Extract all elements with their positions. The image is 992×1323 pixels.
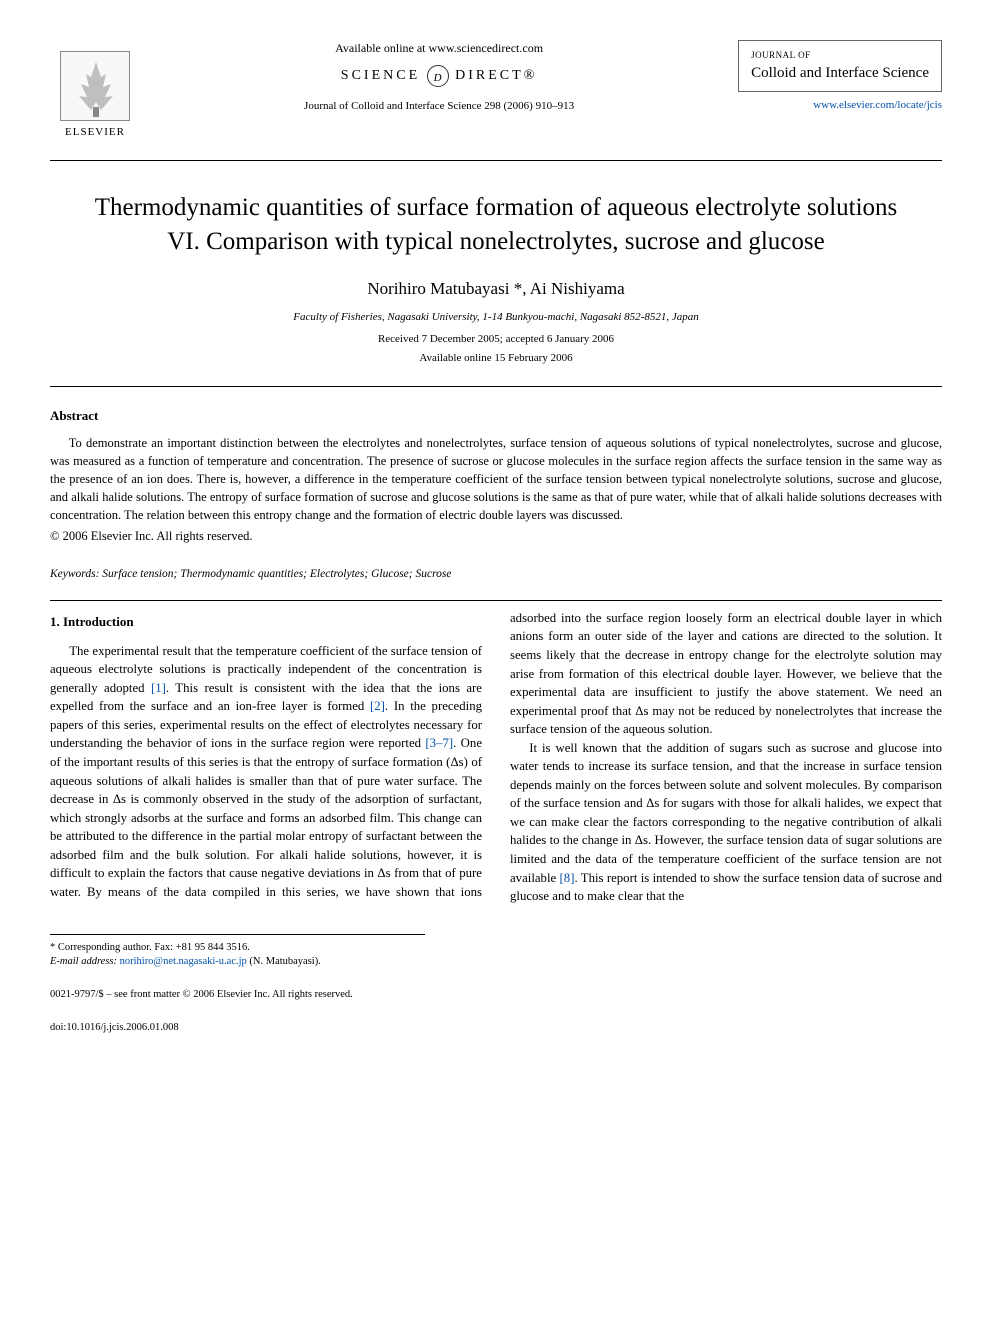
journal-box-small: JOURNAL OF (751, 49, 929, 62)
online-date: Available online 15 February 2006 (50, 351, 942, 366)
email-line: E-mail address: norihiro@net.nagasaki-u.… (50, 955, 425, 970)
sd-right: DIRECT® (455, 68, 537, 83)
abstract-divider (50, 600, 942, 601)
p1d: . One of the important results of this s… (50, 736, 482, 880)
received-date: Received 7 December 2005; accepted 6 Jan… (50, 332, 942, 347)
authors: Norihiro Matubayasi *, Ai Nishiyama (50, 277, 942, 301)
ref-link-1[interactable]: [1] (151, 681, 166, 695)
elsevier-tree-icon (60, 51, 130, 121)
keywords-label: Keywords: (50, 568, 99, 580)
abstract-section: Abstract To demonstrate an important dis… (50, 407, 942, 545)
journal-title-box: JOURNAL OF Colloid and Interface Science (738, 40, 942, 92)
email-suffix: (N. Matubayasi). (249, 956, 320, 967)
sciencedirect-logo: SCIENCE d DIRECT® (160, 65, 718, 87)
ref-link-3-7[interactable]: [3–7] (425, 736, 453, 750)
p2b: . This report is intended to show the su… (510, 871, 942, 904)
title-line2: VI. Comparison with typical nonelectroly… (167, 228, 824, 255)
elsevier-logo: ELSEVIER (50, 40, 140, 140)
available-online-text: Available online at www.sciencedirect.co… (160, 40, 718, 57)
header-center: Available online at www.sciencedirect.co… (140, 40, 738, 114)
journal-box-wrapper: JOURNAL OF Colloid and Interface Science… (738, 40, 942, 113)
page-header: ELSEVIER Available online at www.science… (50, 40, 942, 140)
journal-box-title: Colloid and Interface Science (751, 64, 929, 84)
title-divider (50, 386, 942, 387)
affiliation: Faculty of Fisheries, Nagasaki Universit… (50, 310, 942, 325)
email-label: E-mail address: (50, 956, 117, 967)
doi-line: doi:10.1016/j.jcis.2006.01.008 (50, 1021, 942, 1036)
elsevier-label: ELSEVIER (65, 125, 125, 140)
abstract-heading: Abstract (50, 407, 942, 425)
journal-url-link[interactable]: www.elsevier.com/locate/jcis (738, 98, 942, 113)
article-body: 1. Introduction The experimental result … (50, 609, 942, 906)
corr-author-line: * Corresponding author. Fax: +81 95 844 … (50, 941, 425, 956)
p2a: It is well known that the addition of su… (510, 741, 942, 885)
title-block: Thermodynamic quantities of surface form… (50, 191, 942, 366)
title-line1: Thermodynamic quantities of surface form… (95, 194, 898, 221)
keywords-line: Keywords: Surface tension; Thermodynamic… (50, 566, 942, 582)
abstract-text: To demonstrate an important distinction … (50, 434, 942, 525)
journal-url-text: www.elsevier.com/locate/jcis (813, 99, 942, 111)
corresponding-footnote: * Corresponding author. Fax: +81 95 844 … (50, 934, 425, 970)
abstract-copyright: © 2006 Elsevier Inc. All rights reserved… (50, 528, 942, 546)
ref-link-8[interactable]: [8] (560, 871, 575, 885)
intro-para-2: It is well known that the addition of su… (510, 739, 942, 906)
front-matter-line: 0021-9797/$ – see front matter © 2006 El… (50, 988, 942, 1003)
journal-citation: Journal of Colloid and Interface Science… (160, 99, 718, 114)
intro-heading: 1. Introduction (50, 613, 482, 632)
header-divider (50, 160, 942, 161)
email-link[interactable]: norihiro@net.nagasaki-u.ac.jp (120, 956, 247, 967)
keywords-text: Surface tension; Thermodynamic quantitie… (102, 568, 451, 580)
sd-left: SCIENCE (341, 68, 420, 83)
ref-link-2[interactable]: [2] (370, 699, 385, 713)
article-title: Thermodynamic quantities of surface form… (50, 191, 942, 259)
sd-d-icon: d (427, 65, 449, 87)
